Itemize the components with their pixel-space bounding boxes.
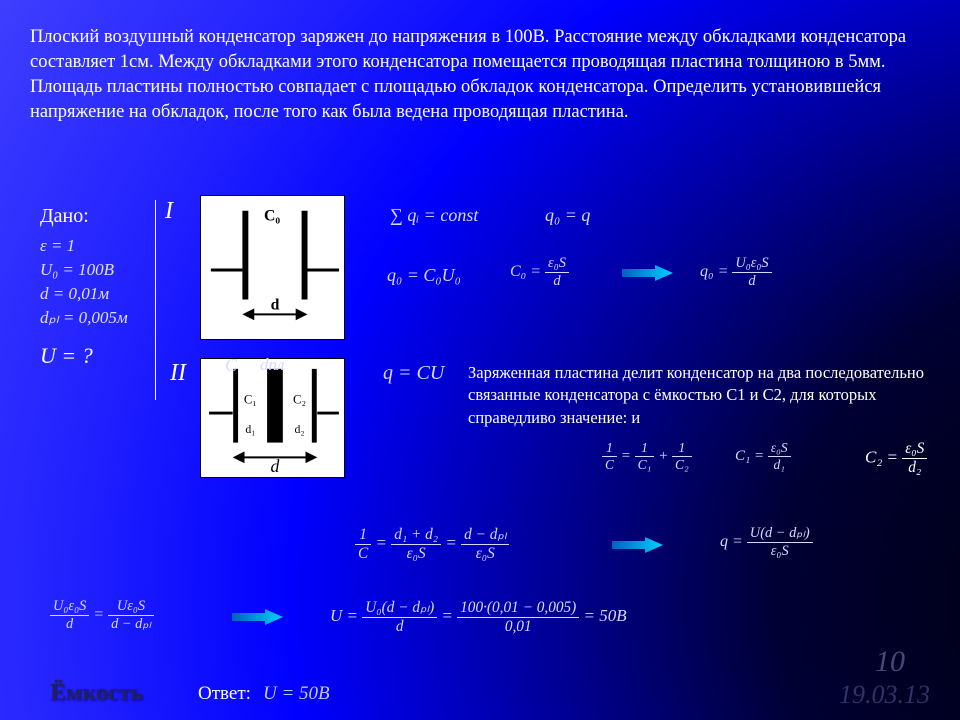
- eq-equality: U₀ε₀Sd = Uε₀Sd − dₚₗ: [50, 598, 154, 633]
- footer-title: Ёмкость: [50, 680, 143, 707]
- eq-q0-c0u0: q₀ = C₀U₀: [387, 265, 461, 286]
- date-stamp: 19.03.13: [839, 680, 930, 710]
- unknown: U = ?: [40, 343, 128, 369]
- given-u0: U₀ = 100В: [40, 260, 128, 280]
- svg-text:C₂: C₂: [293, 392, 306, 406]
- given-separator: [155, 200, 156, 400]
- capacitor-diagram-2: C₁ C₂ d₁ d₂ d: [200, 358, 345, 478]
- eq-charge-conservation: ∑ qᵢ = const: [390, 205, 478, 226]
- svg-text:C₀: C₀: [264, 208, 280, 225]
- svg-text:d: d: [271, 296, 280, 313]
- diag2-dpl-label: dпл: [260, 355, 284, 375]
- svg-text:C₁: C₁: [244, 392, 257, 406]
- eq-c1-formula: C₁ = ε₀Sd₁: [735, 440, 791, 473]
- eq-u-solution: U = U₀(d − dₚₗ)d = 100·(0,01 − 0,005)0,0…: [330, 598, 627, 636]
- eq-one-over-c-expanded: 1C = d₁ + d₂ε₀S = d − dₚₗε₀S: [355, 525, 509, 563]
- problem-statement: Плоский воздушный конденсатор заряжен до…: [30, 25, 930, 125]
- svg-text:d: d: [271, 456, 280, 476]
- eq-q0-result: q₀ = U₀ε₀Sd: [700, 255, 772, 290]
- capacitor-diagram-1: C₀ d: [200, 195, 345, 340]
- diag2-c-label: C: [225, 355, 237, 376]
- arrow-icon: [620, 264, 675, 282]
- page-number: 10: [875, 645, 905, 679]
- eq-q-expanded: q = U(d − dₚₗ)ε₀S: [720, 525, 813, 560]
- eq-c0-formula: C₀ = ε₀Sd: [510, 255, 569, 290]
- eq-q0-equals-q: q₀ = q: [545, 205, 590, 226]
- explanation-text: Заряженная пластина делит конденсатор на…: [468, 362, 928, 429]
- given-title: Дано:: [40, 205, 128, 228]
- svg-text:d₂: d₂: [295, 422, 305, 436]
- eq-one-over-c: 1C = 1C₁ + 1C₂: [602, 440, 692, 473]
- svg-text:d₁: d₁: [245, 422, 255, 436]
- state-2-label: II: [170, 360, 186, 387]
- arrow-icon: [610, 536, 665, 554]
- given-dpl: dₚₗ = 0,005м: [40, 308, 128, 328]
- eq-c2-formula: C₂ = ε₀Sd₂: [865, 440, 927, 477]
- given-block: Дано: ε = 1 U₀ = 100В d = 0,01м dₚₗ = 0,…: [40, 205, 128, 369]
- answer-value: U = 50В: [263, 683, 330, 705]
- answer-label: Ответ:: [198, 683, 251, 705]
- state-1-label: I: [165, 198, 173, 225]
- arrow-icon: [230, 608, 285, 626]
- given-d: d = 0,01м: [40, 284, 128, 304]
- given-eps: ε = 1: [40, 236, 128, 256]
- eq-q-cu: q = CU: [383, 362, 444, 385]
